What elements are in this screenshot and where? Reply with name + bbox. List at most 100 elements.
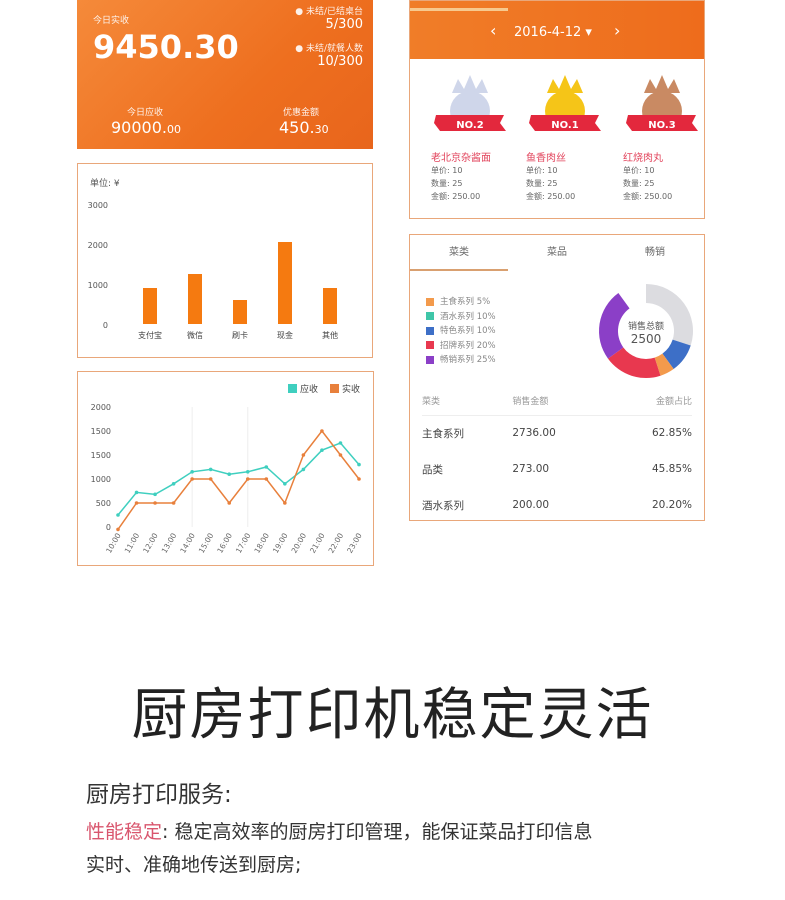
discount-value: 450.30	[279, 118, 329, 137]
x-tick-label: 23:00	[345, 531, 364, 554]
y-tick-label: 1500	[91, 451, 111, 460]
crown-medal-icon: NO.2	[434, 75, 506, 131]
donut-slice	[599, 292, 630, 359]
dish-price: 单价: 10	[526, 166, 558, 175]
tab-dish[interactable]: 菜品	[547, 247, 567, 258]
rank-item: NO.1 鱼香肉丝 单价: 10 数量: 25 金额: 250.00	[520, 71, 610, 203]
x-tick-label: 支付宝	[138, 330, 162, 340]
bar	[323, 288, 337, 324]
x-tick-label: 16:00	[215, 531, 234, 554]
col-category: 菜类	[422, 387, 513, 416]
crown-medal-icon: NO.3	[626, 75, 698, 131]
legend-swatch	[330, 384, 339, 393]
legend-item: 畅销系列 25%	[426, 353, 496, 365]
tab-category[interactable]: 菜类	[410, 235, 508, 271]
data-point	[320, 429, 324, 433]
date-header: ‹ 2016-4-12 ▾ ›	[410, 1, 704, 59]
x-tick-label: 10:00	[104, 531, 123, 554]
y-tick-label: 2000	[88, 241, 108, 250]
x-tick-label: 14:00	[178, 531, 197, 554]
table-cell: 200.00	[512, 499, 550, 511]
bar	[188, 274, 202, 324]
table-cell: 主食系列	[422, 427, 464, 440]
revenue-line-chart: 2000 1500 1500 1000 500 0 10:00 11:00 12:00 13:00…	[77, 371, 374, 566]
x-tick-label: 13:00	[160, 531, 179, 554]
table-cell: 273.00	[512, 463, 550, 475]
legend-swatch	[288, 384, 297, 393]
category-sales-table: 菜类 销售金额 金额占比 主食系列 2736.00 62.85% 品类 273.00 45.8…	[422, 387, 692, 523]
y-tick-label: 1000	[88, 281, 108, 290]
data-point	[134, 490, 139, 495]
y-tick-label: 0	[103, 321, 108, 330]
table-cell: 20.20%	[651, 499, 692, 511]
data-point	[134, 501, 139, 505]
data-point	[283, 501, 287, 505]
next-date-icon[interactable]: ›	[614, 21, 621, 40]
data-point	[264, 477, 269, 481]
legend-item: 招牌系列 20%	[426, 339, 496, 351]
bar	[278, 242, 292, 324]
table-cell: 2736.00	[512, 427, 556, 440]
data-point	[301, 453, 306, 457]
legend-swatch	[426, 312, 434, 320]
donut-slice	[662, 339, 691, 370]
donut-slice	[646, 284, 693, 346]
diners-value: 10/300	[317, 54, 363, 69]
tab-bestseller[interactable]: 畅销	[645, 247, 665, 258]
svg-text:NO.2: NO.2	[456, 120, 483, 131]
tab-indicator	[410, 8, 508, 11]
col-amount: 销售金额	[512, 387, 606, 416]
legend-item: 主食系列 5%	[426, 295, 490, 307]
data-point	[153, 492, 157, 497]
crown-medal-icon: NO.1	[529, 75, 601, 131]
x-tick-label: 20:00	[290, 531, 309, 554]
date-selector[interactable]: 2016-4-12 ▾	[514, 25, 592, 40]
discount-label: 优惠金额	[283, 108, 320, 118]
y-tick-label: 1000	[91, 475, 111, 484]
x-tick-label: 其他	[322, 330, 338, 340]
y-tick-label: 500	[96, 499, 111, 508]
data-point	[264, 465, 269, 469]
x-tick-label: 刷卡	[232, 330, 248, 340]
data-point	[116, 513, 120, 517]
series-line	[117, 442, 360, 516]
dish-name: 老北京杂酱面	[431, 153, 491, 164]
today-due-label: 今日应收	[127, 108, 164, 118]
ranking-card: ‹ 2016-4-12 ▾ › NO.2 老北京杂酱面 单价: 10 数量: 2…	[409, 0, 705, 219]
tables-value: 5/300	[325, 17, 363, 32]
table-row: 酒水系列 200.00 20.20%	[422, 487, 692, 523]
dish-qty: 数量: 25	[623, 179, 655, 188]
col-share: 金额占比	[605, 387, 692, 416]
data-point	[338, 441, 343, 445]
dish-amount: 金额: 250.00	[526, 192, 576, 201]
prev-date-icon[interactable]: ‹	[490, 21, 497, 40]
bar-chart-title: 单位: ¥	[90, 177, 120, 189]
category-sales-card: 菜类 菜品 畅销 主食系列 5% 酒水系列 10% 特色系列 10% 招牌系列 20%…	[409, 234, 705, 521]
x-tick-label: 11:00	[123, 531, 142, 554]
today-actual-label: 今日实收	[93, 16, 130, 26]
legend-swatch	[426, 326, 434, 335]
legend-item: 特色系列 10%	[426, 324, 496, 336]
x-tick-label: 21:00	[308, 531, 327, 554]
legend-swatch	[426, 297, 434, 306]
description-line-1: 性能稳定: 稳定高效率的厨房打印管理，能保证菜品打印信息	[86, 821, 593, 843]
data-point	[245, 477, 250, 481]
legend-swatch	[426, 355, 434, 364]
rank-item: NO.2 老北京杂酱面 单价: 10 数量: 25 金额: 250.00	[425, 71, 515, 203]
y-tick-label: 0	[106, 523, 111, 532]
data-point	[190, 477, 194, 481]
bar	[233, 300, 247, 324]
table-cell: 品类	[422, 463, 443, 476]
data-point	[208, 467, 213, 472]
data-point	[116, 527, 120, 532]
rank-item: NO.3 红烧肉丸 单价: 10 数量: 25 金额: 250.00	[617, 71, 707, 203]
today-due-value: 90000.00	[111, 118, 181, 137]
data-point	[227, 501, 232, 505]
data-point	[171, 482, 176, 486]
x-tick-label: 19:00	[271, 531, 290, 554]
table-row: 主食系列 2736.00 62.85%	[422, 415, 692, 451]
x-tick-label: 22:00	[327, 531, 346, 554]
donut-slice	[607, 347, 661, 378]
data-point	[153, 501, 157, 505]
x-tick-label: 15:00	[197, 531, 216, 554]
